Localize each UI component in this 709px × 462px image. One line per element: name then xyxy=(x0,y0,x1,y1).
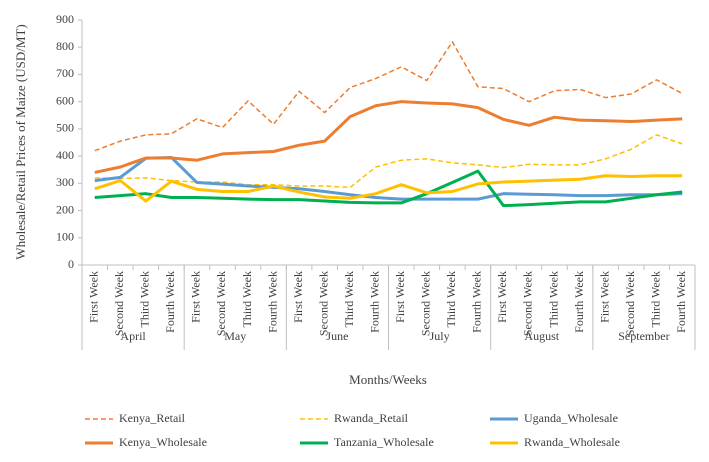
legend-label: Tanzania_Wholesale xyxy=(334,435,434,449)
legend-label: Kenya_Retail xyxy=(119,411,186,425)
y-tick-label: 800 xyxy=(56,39,74,53)
x-tick-label: Third Week xyxy=(138,271,152,327)
series-line xyxy=(94,41,683,152)
legend-label: Kenya_Wholesale xyxy=(119,435,207,449)
series-line xyxy=(94,174,683,203)
y-tick-label: 100 xyxy=(56,230,74,244)
group-label: September xyxy=(618,329,669,343)
x-tick-label: Third Week xyxy=(444,271,458,327)
y-tick-label: 500 xyxy=(56,121,74,135)
y-tick-label: 0 xyxy=(68,257,74,271)
x-tick-label: Second Week xyxy=(112,271,126,336)
group-label: August xyxy=(524,329,559,343)
x-tick-label: Fourth Week xyxy=(265,271,279,333)
y-axis-title: Wholesale/Retail Prices of Maize (USD/MT… xyxy=(13,24,28,259)
x-axis-title: Months/Weeks xyxy=(349,372,427,387)
y-tick-label: 400 xyxy=(56,148,74,162)
legend-label: Rwanda_Retail xyxy=(334,411,409,425)
x-tick-label: First Week xyxy=(291,271,305,323)
x-tick-label: Third Week xyxy=(342,271,356,327)
series-line xyxy=(94,169,683,208)
y-tick-label: 300 xyxy=(56,175,74,189)
legend-label: Uganda_Wholesale xyxy=(524,411,618,425)
legend-label: Rwanda_Wholesale xyxy=(524,435,620,449)
group-label: July xyxy=(430,329,450,343)
series-line xyxy=(94,134,683,189)
x-tick-label: Second Week xyxy=(214,271,228,336)
x-tick-label: Second Week xyxy=(623,271,637,336)
x-tick-label: Second Week xyxy=(521,271,535,336)
x-tick-label: Third Week xyxy=(648,271,662,327)
y-tick-label: 200 xyxy=(56,202,74,216)
y-tick-label: 600 xyxy=(56,93,74,107)
x-tick-label: First Week xyxy=(393,271,407,323)
x-tick-label: Fourth Week xyxy=(470,271,484,333)
x-tick-label: Third Week xyxy=(546,271,560,327)
series-line xyxy=(94,100,683,174)
x-tick-label: Third Week xyxy=(240,271,254,327)
x-tick-label: Second Week xyxy=(316,271,330,336)
group-label: April xyxy=(120,329,146,343)
x-tick-label: Fourth Week xyxy=(163,271,177,333)
x-tick-label: First Week xyxy=(495,271,509,323)
y-tick-label: 700 xyxy=(56,66,74,80)
x-tick-label: First Week xyxy=(597,271,611,323)
group-label: June xyxy=(326,329,348,343)
x-tick-label: Fourth Week xyxy=(367,271,381,333)
y-tick-label: 900 xyxy=(56,12,74,26)
x-tick-label: Second Week xyxy=(419,271,433,336)
x-tick-label: Fourth Week xyxy=(674,271,688,333)
x-tick-label: First Week xyxy=(87,271,101,323)
x-tick-label: Fourth Week xyxy=(572,271,586,333)
x-tick-label: First Week xyxy=(189,271,203,323)
series-line xyxy=(94,155,683,201)
group-label: May xyxy=(224,329,246,343)
